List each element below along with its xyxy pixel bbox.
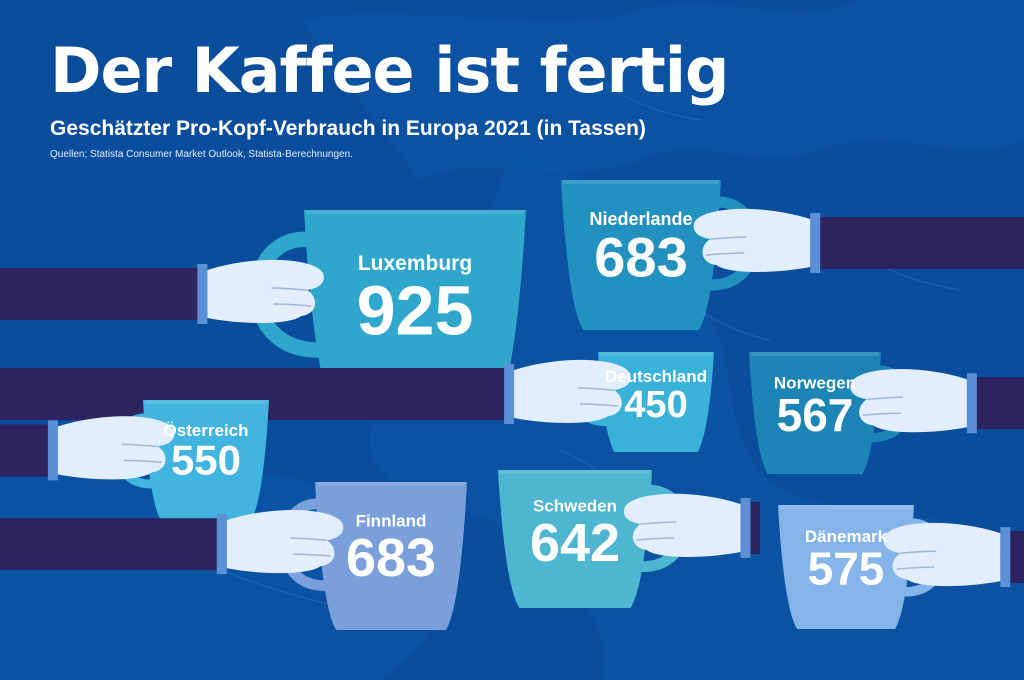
cup-rim-deutschland (600, 352, 712, 356)
source-note: Quellen; Statista Consumer Market Outloo… (50, 149, 353, 160)
hand-luxemburg (0, 259, 324, 324)
cuff-norwegen (966, 373, 977, 434)
hand-fingers-norwegen (862, 396, 903, 416)
cup-value-norwegen: 567 (777, 389, 854, 441)
hand-fingers-deutschland (578, 387, 619, 407)
sleeve-niederlande (810, 217, 1024, 269)
sleeve-finnland (0, 518, 227, 571)
hand-palm-norwegen (850, 369, 967, 433)
cup-body-niederlande (561, 180, 721, 330)
cuff-schweden (740, 497, 751, 558)
cup-rim-daenemark (780, 505, 912, 509)
hand-daenemark (883, 522, 1024, 588)
hand-norwegen (850, 369, 1024, 434)
cup-rim-schweden (500, 470, 650, 474)
page-subtitle: Geschätzter Pro-Kopf-Verbrauch in Europa… (50, 117, 646, 140)
hand-fingers-finnland (290, 537, 331, 557)
cup-label-finnland: Finnland (356, 511, 427, 530)
cuff-niederlande (810, 213, 821, 273)
hand-fingers-oesterreich (121, 443, 162, 464)
cup-label-deutschland: Deutschland (605, 367, 707, 386)
hand-fingers-luxemburg (271, 287, 312, 307)
hand-palm-luxemburg (207, 259, 324, 323)
cup-label-oesterreich: Österreich (163, 421, 248, 440)
cup-body-finnland (315, 482, 467, 630)
cup-value-schweden: 642 (530, 513, 620, 573)
cup-rim-oesterreich (145, 400, 267, 404)
hand-niederlande (693, 208, 1024, 273)
hand-deutschland (0, 359, 631, 424)
hand-finnland (0, 509, 344, 575)
cup-label-niederlande: Niederlande (589, 209, 692, 229)
hand-schweden (623, 493, 760, 558)
cuff-deutschland (504, 364, 515, 424)
hand-palm-oesterreich (57, 416, 175, 480)
hand-palm-daenemark (883, 522, 1001, 587)
hand-fingers-daenemark (896, 550, 937, 570)
cup-value-daenemark: 575 (808, 543, 885, 595)
hand-palm-finnland (226, 509, 344, 574)
cup-rim-finnland (317, 482, 465, 486)
hand-palm-niederlande (693, 208, 811, 272)
cup-value-finnland: 683 (346, 528, 436, 588)
cup-rim-norwegen (751, 352, 879, 356)
cup-rim-niederlande (563, 180, 719, 184)
cup-body-daenemark (778, 505, 914, 629)
cuff-daenemark (1000, 527, 1011, 588)
cup-body-oesterreich (143, 400, 269, 520)
cup-body-luxemburg (304, 210, 526, 410)
cup-label-norwegen: Norwegen (774, 374, 856, 393)
hand-palm-deutschland (514, 359, 631, 423)
cuff-oesterreich (47, 420, 58, 481)
cup-rim-luxemburg (306, 210, 524, 214)
cup-value-deutschland: 450 (624, 384, 687, 426)
hand-palm-schweden (623, 493, 741, 557)
page-title: Der Kaffee ist fertig (50, 34, 729, 107)
cup-value-luxemburg: 925 (357, 271, 474, 349)
hand-oesterreich (0, 416, 175, 481)
cup-label-daenemark: Dänemark (805, 527, 888, 546)
cup-value-niederlande: 683 (594, 226, 687, 289)
cup-body-schweden (498, 470, 652, 608)
cuff-finnland (216, 514, 227, 575)
sleeve-luxemburg (0, 268, 208, 320)
cup-body-norwegen (749, 352, 881, 474)
hand-fingers-schweden (636, 521, 677, 541)
cup-value-oesterreich: 550 (171, 437, 241, 484)
cuff-luxemburg (197, 264, 208, 324)
cup-label-luxemburg: Luxemburg (358, 252, 472, 275)
cup-label-schweden: Schweden (533, 496, 617, 515)
hand-fingers-niederlande (706, 236, 747, 256)
